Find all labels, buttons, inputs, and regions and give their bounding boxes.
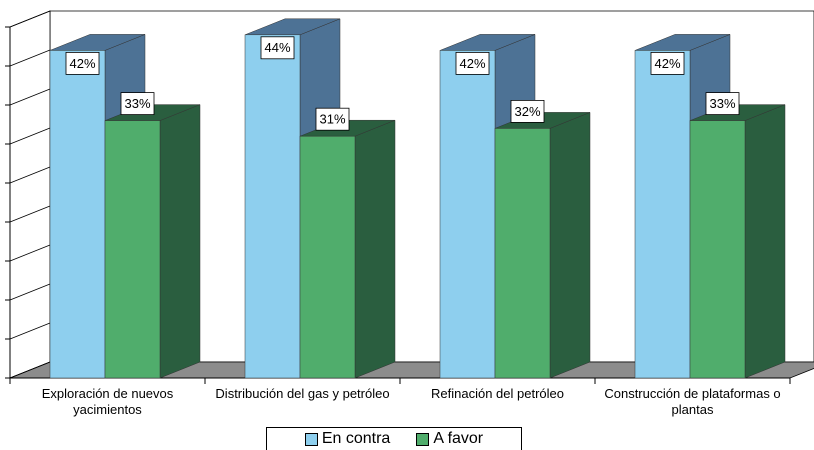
- legend-item: A favor: [416, 430, 483, 448]
- grid-line: [9, 322, 51, 340]
- bar-side: [744, 104, 786, 379]
- value-label: 33%: [709, 96, 735, 111]
- value-label: 31%: [319, 112, 345, 127]
- value-label-box: [510, 100, 545, 123]
- value-label: 32%: [514, 104, 540, 119]
- bar: [299, 119, 396, 379]
- value-label: 44%: [264, 40, 290, 55]
- value-label: 33%: [124, 96, 150, 111]
- value-label: 42%: [69, 56, 95, 71]
- value-label-box: [120, 92, 155, 115]
- bar-front: [689, 120, 746, 379]
- value-label-box: [65, 52, 100, 75]
- bar-front: [104, 120, 161, 379]
- bar: [494, 112, 591, 379]
- bar-side: [354, 119, 396, 379]
- bar-side: [549, 112, 591, 379]
- value-label: 42%: [654, 56, 680, 71]
- bar-front: [49, 50, 106, 379]
- x-tick-label: Construcción de plataformas o plantas: [604, 386, 781, 417]
- grid-line: [9, 283, 51, 301]
- x-tick-label: Exploración de nuevos yacimientos: [41, 386, 174, 417]
- grid-line: [9, 49, 51, 67]
- side-wall: [9, 10, 51, 379]
- bar-front: [244, 34, 301, 379]
- bar-front: [494, 128, 551, 379]
- grid-line: [9, 88, 51, 106]
- legend: En contra A favor: [266, 427, 522, 450]
- bar-front: [299, 135, 356, 379]
- x-tick-label: Distribución del gas y petróleo: [215, 386, 390, 401]
- grid-line: [9, 361, 51, 379]
- bar: [689, 104, 786, 379]
- grid-line: [9, 244, 51, 262]
- legend-swatch: [304, 432, 318, 446]
- grid-line: [9, 10, 51, 28]
- value-label-box: [315, 107, 350, 131]
- legend-swatch: [416, 432, 430, 446]
- legend-label: A favor: [433, 430, 484, 447]
- value-label: 42%: [459, 56, 485, 71]
- legend-item: En contra: [304, 430, 391, 448]
- grid-line: [9, 166, 51, 184]
- bar-front: [634, 50, 691, 379]
- bar: [104, 104, 201, 379]
- bar-side: [159, 104, 201, 379]
- value-label-box: [650, 52, 685, 75]
- value-label-box: [455, 52, 490, 75]
- value-label-box: [705, 92, 740, 115]
- value-label-box: [260, 36, 295, 60]
- x-tick-label: Refinación del petróleo: [431, 386, 564, 401]
- grid-line: [9, 205, 51, 223]
- grid-line: [9, 127, 51, 145]
- legend-label: En contra: [321, 430, 391, 447]
- bar-front: [439, 50, 496, 379]
